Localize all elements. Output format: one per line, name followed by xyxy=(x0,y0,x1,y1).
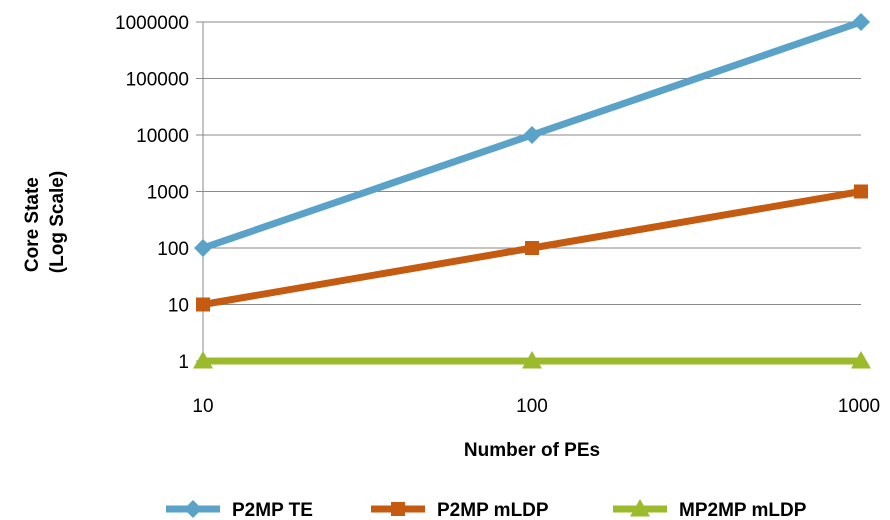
data-point-marker xyxy=(522,351,542,369)
y-axis-title-line-2: (Log Scale) xyxy=(47,171,68,273)
y-tick-labels: 1 10 100 1000 10000 100000 1000000 xyxy=(115,13,189,373)
y-tick-label: 1000 xyxy=(147,183,189,204)
x-tick-label: 10 xyxy=(192,396,213,417)
legend-item: MP2MP mLDP xyxy=(613,499,807,520)
legend-label: P2MP TE xyxy=(232,500,313,520)
data-point-marker xyxy=(851,351,871,369)
legend-item: P2MP mLDP xyxy=(371,500,549,520)
legend: P2MP TE P2MP mLDP MP2MP mLDP xyxy=(166,499,807,520)
legend-label: MP2MP mLDP xyxy=(679,500,807,520)
series-markers xyxy=(193,13,871,369)
legend-label: P2MP mLDP xyxy=(437,500,549,520)
data-point-marker xyxy=(194,239,212,257)
x-axis-title: Number of PEs xyxy=(464,440,600,461)
x-tick-labels: 10 100 1000 xyxy=(192,396,880,417)
data-point-marker xyxy=(852,13,870,31)
x-tick-label: 100 xyxy=(516,396,548,417)
legend-swatch-marker xyxy=(184,500,202,518)
data-point-marker xyxy=(196,297,210,312)
x-tick-label: 1000 xyxy=(838,396,880,417)
legend-swatch-marker xyxy=(391,502,405,516)
data-point-marker xyxy=(193,351,213,369)
y-tick-label: 10 xyxy=(168,296,189,317)
y-axis-title-line-1: Core State xyxy=(22,177,43,272)
y-tick-label: 1 xyxy=(178,352,189,373)
y-tick-label: 10000 xyxy=(136,126,189,147)
y-axis-title: Core State (Log Scale) xyxy=(22,171,68,273)
y-tick-label: 1000000 xyxy=(115,13,189,34)
grid-lines xyxy=(203,21,861,362)
legend-swatch-marker xyxy=(630,499,650,517)
legend-item: P2MP TE xyxy=(166,500,313,520)
data-point-marker xyxy=(854,184,868,199)
data-point-marker xyxy=(523,126,541,144)
y-tick-label: 100 xyxy=(157,239,189,260)
data-point-marker xyxy=(525,241,539,255)
y-tick-label: 100000 xyxy=(126,70,189,91)
